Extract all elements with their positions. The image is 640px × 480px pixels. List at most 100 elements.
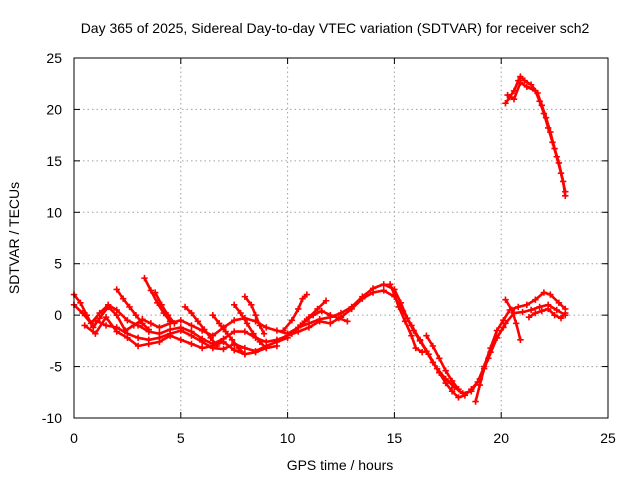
data-point: [164, 311, 172, 319]
series-trace: [504, 298, 522, 342]
data-point: [395, 303, 402, 311]
series-track-17: [472, 324, 507, 405]
data-point: [156, 338, 163, 346]
data-point: [527, 81, 535, 88]
x-tick-label: 20: [493, 430, 509, 446]
data-point: [188, 340, 195, 348]
data-point: [408, 332, 415, 339]
series-track-18: [502, 296, 524, 344]
data-point: [455, 394, 462, 401]
y-tick-label: 25: [46, 50, 62, 66]
data-point: [502, 320, 509, 327]
data-point: [369, 289, 377, 296]
data-point: [158, 301, 165, 309]
data-point: [322, 297, 330, 304]
data-point: [359, 295, 366, 302]
data-point: [532, 296, 539, 303]
data-point: [532, 309, 539, 317]
series-trace: [425, 334, 460, 391]
data-point: [412, 344, 419, 352]
data-point: [228, 336, 236, 344]
data-point: [243, 320, 251, 327]
data-point: [448, 388, 456, 395]
data-point: [504, 91, 511, 99]
data-point: [532, 87, 539, 95]
data-point: [102, 322, 110, 329]
data-point: [250, 330, 257, 337]
data-point: [295, 305, 302, 313]
data-point: [263, 344, 270, 352]
data-point: [252, 348, 259, 356]
data-point: [344, 318, 351, 325]
data-point: [500, 324, 507, 331]
data-point: [263, 324, 270, 331]
data-point: [487, 348, 494, 356]
series-track-12: [280, 291, 311, 334]
data-point: [476, 381, 484, 389]
data-point: [303, 291, 311, 298]
data-point: [256, 338, 264, 346]
x-axis-label: GPS time / hours: [287, 457, 394, 473]
data-point: [562, 309, 569, 317]
data-point: [442, 375, 449, 383]
data-point: [231, 328, 238, 335]
data-point: [273, 327, 281, 334]
data-point: [241, 351, 249, 358]
data-point: [549, 139, 556, 146]
data-point: [314, 305, 321, 313]
data-point: [248, 301, 255, 309]
data-point: [335, 315, 343, 322]
y-tick-label: 20: [46, 101, 62, 117]
x-axis-tick-labels: 0 5 10 15 20 25: [70, 430, 616, 446]
data-point: [124, 317, 131, 324]
data-point: [519, 308, 526, 316]
series-track-1: [70, 281, 569, 401]
chart-title: Day 365 of 2025, Sidereal Day-to-day VTE…: [81, 20, 590, 36]
data-point: [557, 170, 565, 177]
data-point: [380, 287, 387, 294]
series-track-11: [241, 293, 268, 337]
data-point: [231, 301, 238, 309]
data-point: [126, 303, 133, 311]
x-tick-label: 25: [600, 430, 616, 446]
data-point: [442, 367, 449, 374]
x-tick-label: 10: [280, 430, 296, 446]
data-point: [502, 100, 509, 107]
data-point: [540, 110, 548, 117]
data-point: [536, 98, 543, 105]
data-point: [386, 281, 394, 288]
data-point: [241, 344, 249, 352]
data-point: [171, 320, 178, 327]
data-point: [547, 291, 554, 298]
data-point: [90, 324, 97, 331]
data-point: [77, 299, 84, 306]
data-point: [429, 342, 437, 350]
data-point: [113, 306, 120, 314]
series-track-21: [504, 79, 569, 195]
data-point: [553, 153, 560, 160]
series-track-8: [181, 303, 221, 350]
series-trace: [153, 291, 176, 325]
data-point: [213, 342, 221, 350]
data-point: [551, 311, 558, 319]
data-point: [260, 330, 268, 337]
data-point: [139, 320, 146, 327]
data-point: [455, 386, 462, 393]
data-point: [241, 293, 249, 300]
x-tick-label: 5: [177, 430, 185, 446]
data-point: [512, 320, 520, 327]
data-point: [544, 124, 552, 132]
data-point: [523, 301, 531, 309]
data-point: [188, 322, 195, 329]
data-point: [87, 320, 95, 327]
data-point: [299, 295, 306, 302]
series-track-7: [151, 289, 178, 327]
data-point: [237, 309, 244, 317]
data-point: [348, 305, 355, 313]
plot-frame: [73, 57, 609, 419]
data-point: [134, 322, 142, 329]
data-point: [166, 332, 174, 339]
data-point: [527, 306, 535, 314]
data-point: [209, 311, 217, 319]
data-point: [310, 311, 317, 319]
